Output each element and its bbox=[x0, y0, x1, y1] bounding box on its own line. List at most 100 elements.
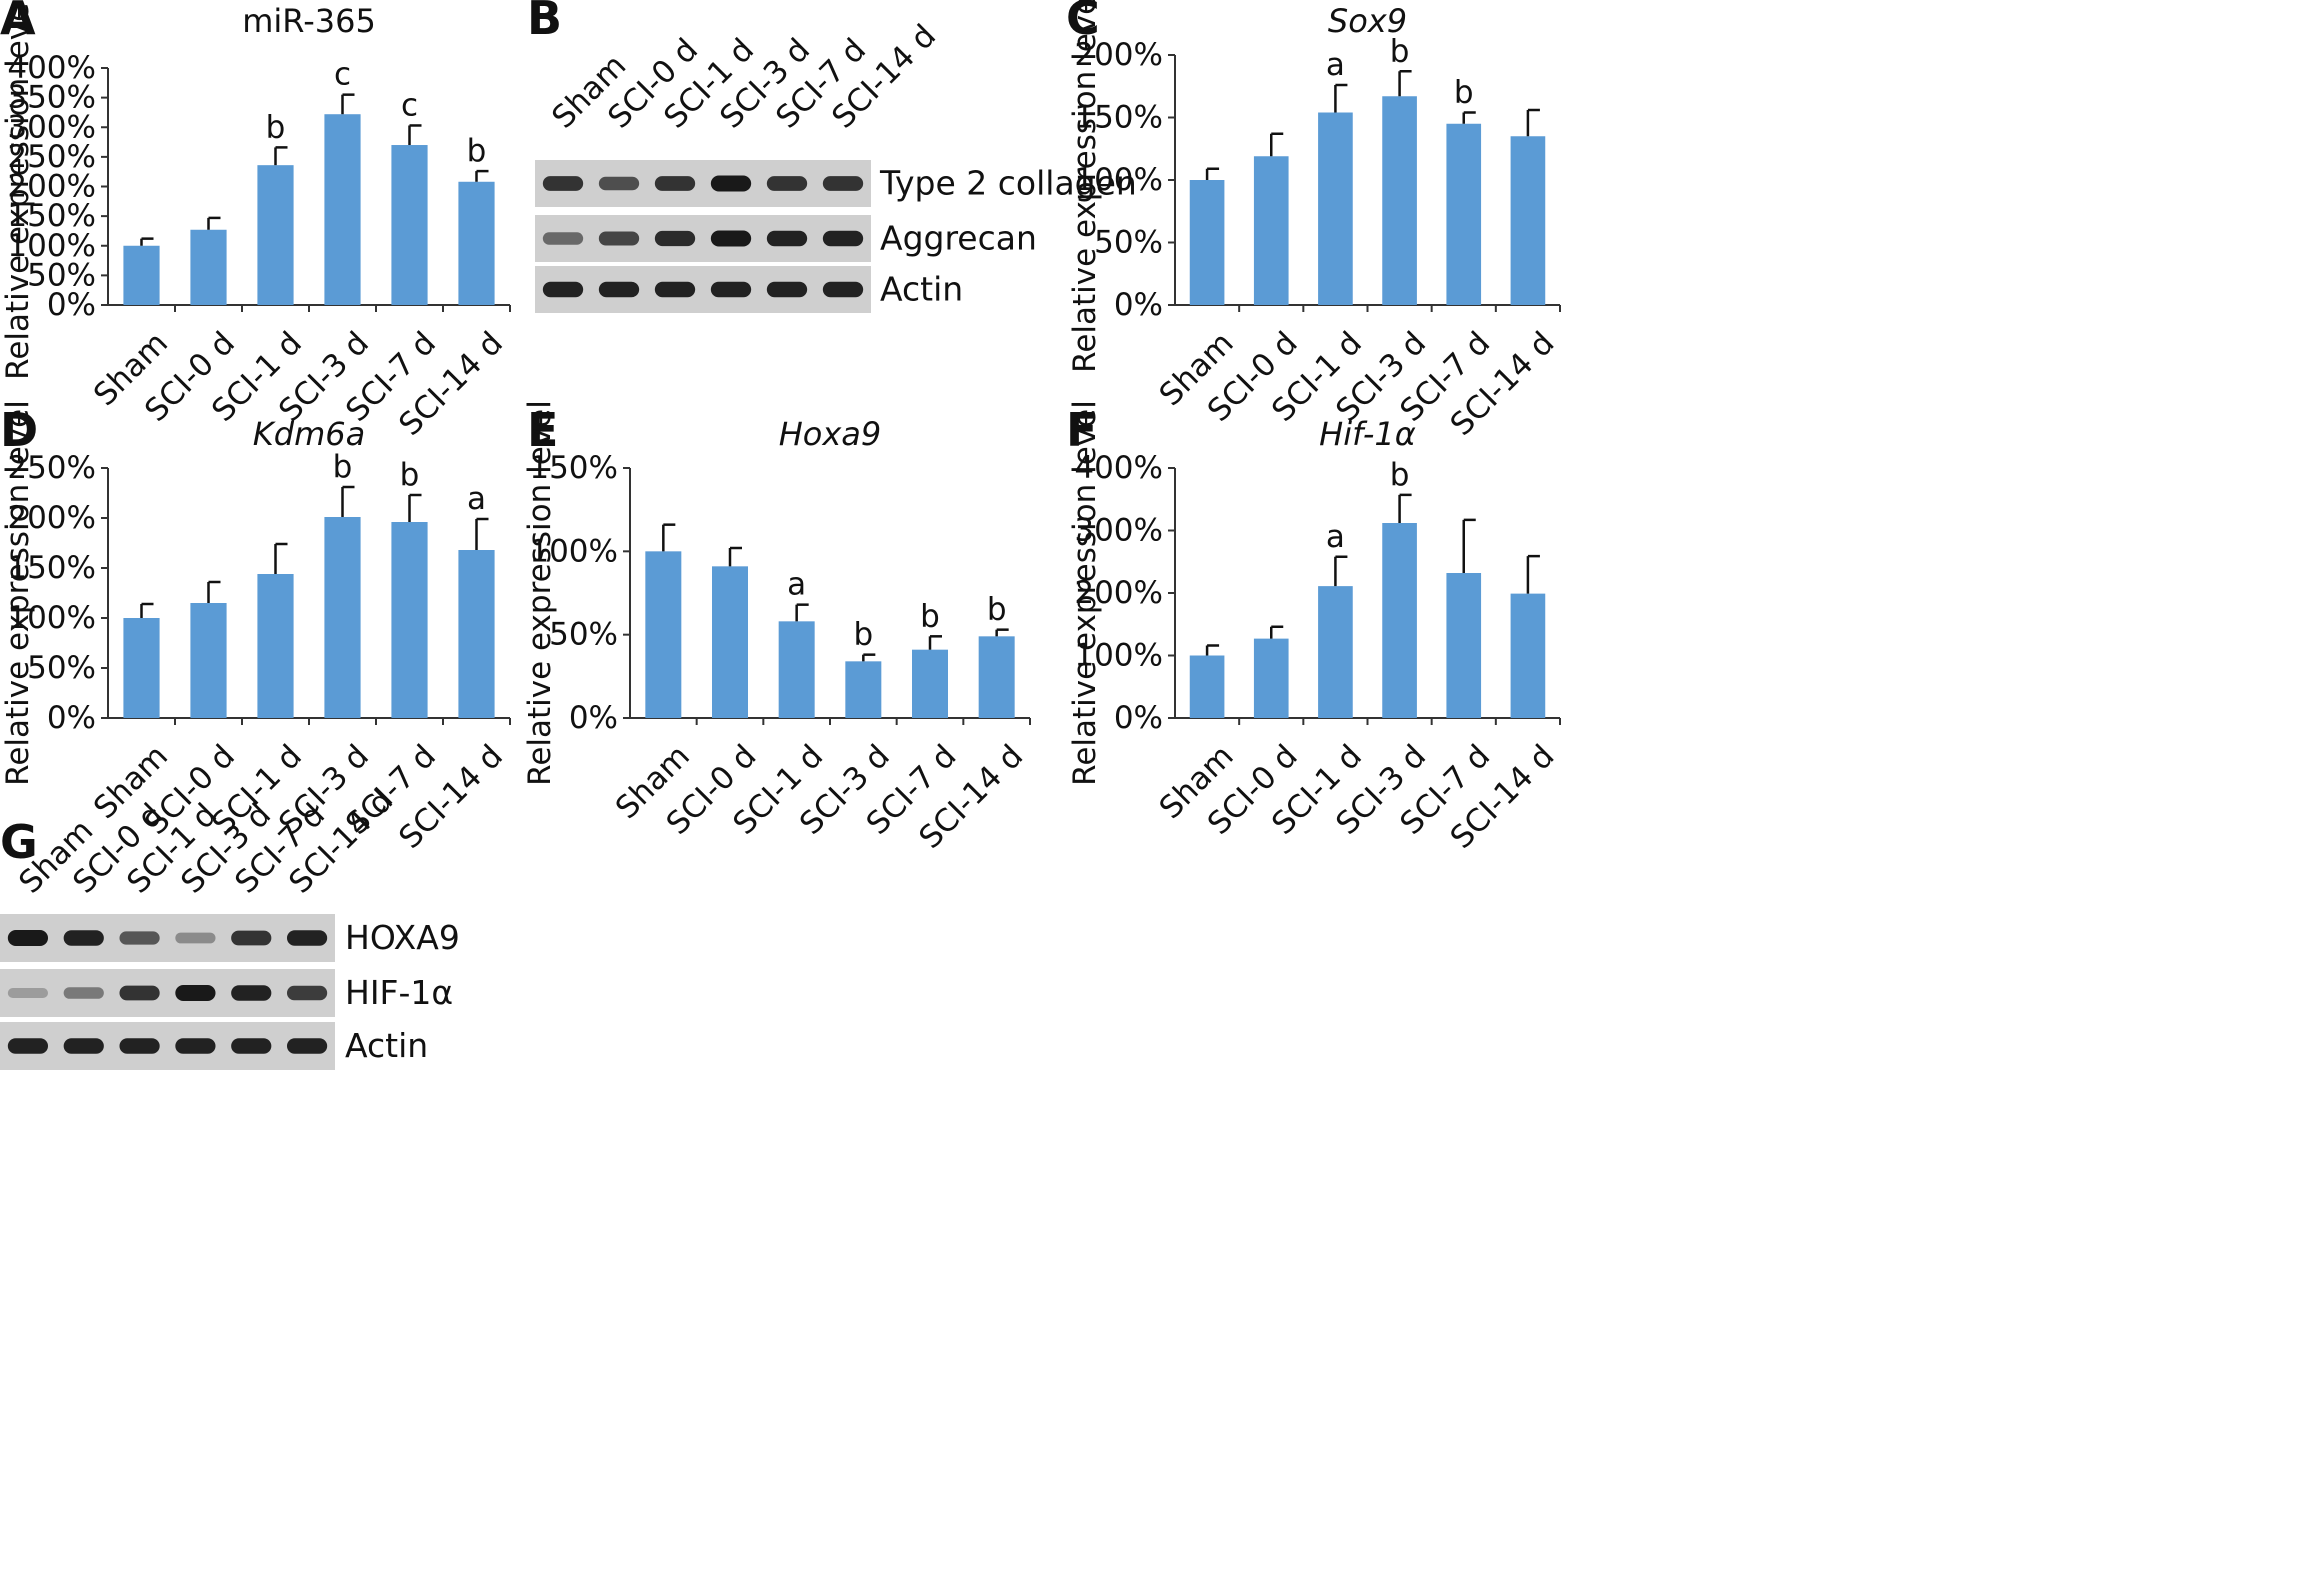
y-tick-label: 0% bbox=[1114, 700, 1163, 736]
chart-title: miR-365 bbox=[242, 2, 376, 40]
chart-panel-d: D Kdm6a 0% 50% 100% 150% 200% 250%Relative expr… bbox=[0, 400, 511, 856]
significance-label: b bbox=[1390, 457, 1410, 493]
panel-letter: G bbox=[0, 815, 38, 869]
blot-row-label: Type 2 collagen bbox=[879, 164, 1137, 203]
blot-band bbox=[175, 1038, 216, 1054]
blot-band bbox=[119, 985, 160, 1001]
y-axis-label: Relative expression level bbox=[522, 400, 558, 786]
bar-sham bbox=[123, 618, 160, 718]
bar-sci-7d bbox=[1446, 123, 1482, 305]
y-tick-label: 0% bbox=[1114, 287, 1163, 323]
y-tick-label: 100% bbox=[7, 600, 96, 636]
significance-label: b bbox=[1390, 33, 1410, 69]
y-tick-label: 350% bbox=[7, 80, 96, 116]
y-tick-label: 50% bbox=[1094, 225, 1163, 261]
bar-sci-14d bbox=[978, 636, 1015, 718]
significance-label: b bbox=[1454, 75, 1474, 111]
significance-label: b bbox=[920, 598, 940, 634]
bar-sci-1d bbox=[1318, 586, 1353, 718]
y-tick-label: 100% bbox=[1074, 638, 1163, 674]
bar-sci-1d bbox=[778, 621, 815, 718]
blot-strip bbox=[0, 969, 335, 1017]
blot-band bbox=[654, 281, 696, 298]
panel-letter: F bbox=[1066, 403, 1097, 457]
blot-band bbox=[710, 281, 752, 298]
blot-band bbox=[7, 988, 49, 998]
y-tick-label: 200% bbox=[1074, 37, 1163, 73]
significance-label: a bbox=[787, 567, 806, 603]
bar-sham bbox=[1189, 180, 1225, 305]
bar-sci-1d bbox=[1318, 112, 1353, 305]
blot-band bbox=[231, 1038, 272, 1054]
blot-band bbox=[598, 176, 640, 191]
blot-band bbox=[286, 930, 328, 946]
blot-strip bbox=[535, 215, 871, 262]
blot-band bbox=[119, 1038, 160, 1054]
bar-sci-7d bbox=[391, 522, 428, 718]
y-tick-label: 100% bbox=[529, 533, 618, 569]
y-tick-label: 0% bbox=[47, 700, 96, 736]
blot-band bbox=[286, 985, 328, 1001]
blot-strip bbox=[535, 160, 871, 207]
bar-sci-14d bbox=[458, 181, 495, 305]
blot-strip bbox=[0, 914, 335, 962]
bar-sci-14d bbox=[458, 550, 495, 718]
y-tick-label: 150% bbox=[529, 450, 618, 486]
chart-title: Hoxa9 bbox=[779, 415, 882, 453]
blot-row-label: HIF-1α bbox=[345, 973, 453, 1012]
y-axis-label: Relative expression level bbox=[0, 400, 36, 786]
blot-band bbox=[7, 1038, 49, 1054]
blot-band bbox=[598, 231, 640, 246]
bar-sci-3d bbox=[324, 114, 361, 305]
y-tick-label: 200% bbox=[7, 169, 96, 205]
chart-panel-e: E Hoxa9 0% 50% 100% 150%Relative expression l… bbox=[522, 400, 1031, 856]
bar-sci-7d bbox=[391, 145, 428, 305]
y-axis-label: Relative expression level bbox=[1067, 0, 1103, 373]
y-axis-label: Relative expression level bbox=[0, 0, 36, 380]
bar-sham bbox=[1189, 655, 1225, 718]
blot-band bbox=[542, 232, 584, 245]
blot-band bbox=[63, 1038, 104, 1054]
bar-sci-3d bbox=[1382, 523, 1417, 718]
bar-sci-3d bbox=[1382, 96, 1417, 305]
bar-sci-14d bbox=[1510, 136, 1546, 305]
y-tick-label: 0% bbox=[47, 287, 96, 323]
blot-strip bbox=[535, 266, 871, 313]
y-tick-label: 100% bbox=[1074, 162, 1163, 198]
y-tick-label: 400% bbox=[1074, 450, 1163, 486]
significance-label: b bbox=[333, 449, 353, 485]
blot-band bbox=[598, 281, 640, 298]
y-tick-label: 400% bbox=[7, 50, 96, 86]
y-tick-label: 300% bbox=[1074, 513, 1163, 549]
significance-label: a bbox=[1326, 47, 1345, 83]
blot-band bbox=[231, 930, 272, 946]
panel-letter: B bbox=[527, 0, 562, 45]
y-tick-label: 50% bbox=[27, 650, 96, 686]
blot-band bbox=[766, 230, 808, 247]
significance-label: a bbox=[467, 481, 486, 517]
blot-band bbox=[175, 932, 216, 944]
chart-panel-c: C Sox9 0% 50% 100% 150% 200%Relative expressio… bbox=[1066, 0, 1561, 443]
panel-letter: C bbox=[1066, 0, 1100, 45]
blot-strip bbox=[0, 1022, 335, 1070]
bar-sci-1d bbox=[257, 165, 294, 305]
blot-band bbox=[710, 175, 752, 192]
significance-label: b bbox=[266, 109, 286, 145]
blot-band bbox=[119, 931, 160, 945]
panel-letter: E bbox=[527, 403, 558, 457]
y-tick-label: 300% bbox=[7, 109, 96, 145]
blot-row-label: HOXA9 bbox=[345, 918, 460, 957]
bar-sham bbox=[645, 551, 682, 718]
y-tick-label: 200% bbox=[7, 500, 96, 536]
y-tick-label: 150% bbox=[7, 198, 96, 234]
blot-band bbox=[766, 281, 808, 298]
significance-label: c bbox=[334, 57, 351, 93]
bar-sci-1d bbox=[257, 574, 294, 718]
bar-sci-0d bbox=[712, 566, 748, 718]
blot-row-label: Actin bbox=[345, 1026, 428, 1065]
blot-band bbox=[766, 176, 808, 191]
y-tick-label: 250% bbox=[7, 139, 96, 175]
significance-label: b bbox=[987, 592, 1007, 628]
